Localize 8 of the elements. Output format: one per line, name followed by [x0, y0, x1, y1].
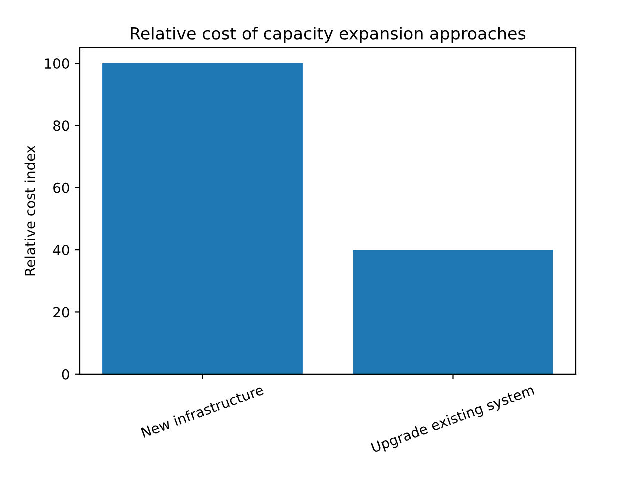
chart-title: Relative cost of capacity expansion approaches	[131, 27, 526, 44]
y-axis-title: Relative cost index	[24, 146, 36, 276]
y-tick-label: 20	[54, 307, 70, 318]
y-tick-label: 0	[62, 369, 70, 380]
y-tick-label: 40	[53, 245, 70, 256]
y-tick-label: 60	[54, 182, 70, 194]
y-tick-label: 80	[54, 120, 70, 132]
y-tick-label: 100	[45, 58, 70, 70]
